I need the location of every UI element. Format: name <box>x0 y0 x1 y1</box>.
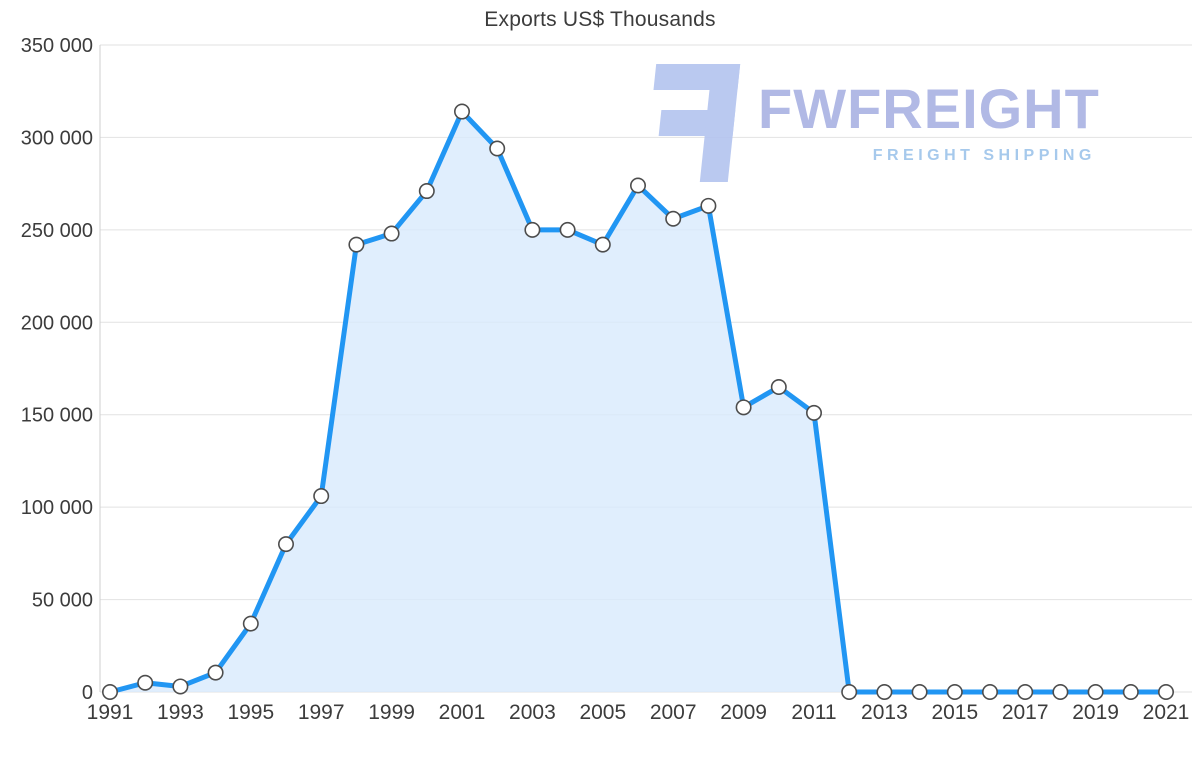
data-point-marker <box>735 399 752 416</box>
data-point-marker <box>911 683 928 700</box>
x-tick-label: 1995 <box>227 701 274 724</box>
x-tick-label: 2017 <box>1002 701 1049 724</box>
x-tick-label: 2019 <box>1072 701 1119 724</box>
data-point-marker <box>946 683 963 700</box>
x-tick-label: 2001 <box>439 701 486 724</box>
x-tick-label: 1999 <box>368 701 415 724</box>
data-point-marker <box>102 683 119 700</box>
data-point-marker <box>418 183 435 200</box>
data-point-marker <box>629 177 646 194</box>
y-tick-label: 350 000 <box>21 35 93 57</box>
data-point-marker <box>665 210 682 227</box>
y-tick-label: 150 000 <box>21 405 93 427</box>
data-point-marker <box>981 683 998 700</box>
data-point-marker <box>524 221 541 238</box>
y-tick-label: 0 <box>82 682 93 704</box>
y-tick-label: 250 000 <box>21 220 93 242</box>
data-point-marker <box>876 683 893 700</box>
data-point-marker <box>453 103 470 120</box>
data-point-marker <box>841 683 858 700</box>
data-point-marker <box>207 664 224 681</box>
data-point-marker <box>1158 683 1175 700</box>
data-point-marker <box>348 236 365 253</box>
data-point-marker <box>1017 683 1034 700</box>
data-point-marker <box>137 674 154 691</box>
chart-area-fill <box>110 111 1166 692</box>
x-tick-label: 2021 <box>1143 701 1190 724</box>
y-tick-label: 300 000 <box>21 127 93 149</box>
data-point-marker <box>277 536 294 553</box>
x-tick-label: 2003 <box>509 701 556 724</box>
x-tick-label: 2005 <box>579 701 626 724</box>
data-point-marker <box>1052 683 1069 700</box>
data-point-marker <box>559 221 576 238</box>
data-point-marker <box>770 378 787 395</box>
data-point-marker <box>805 404 822 421</box>
data-point-marker <box>383 225 400 242</box>
y-tick-label: 100 000 <box>21 497 93 519</box>
y-tick-label: 200 000 <box>21 312 93 334</box>
data-point-marker <box>172 678 189 695</box>
data-point-marker <box>700 197 717 214</box>
x-tick-label: 1991 <box>87 701 134 724</box>
data-point-marker <box>1122 683 1139 700</box>
data-point-marker <box>594 236 611 253</box>
x-tick-label: 2013 <box>861 701 908 724</box>
x-tick-label: 2009 <box>720 701 767 724</box>
data-point-marker <box>242 615 259 632</box>
data-point-marker <box>489 140 506 157</box>
chart-title: Exports US$ Thousands <box>484 8 716 31</box>
y-tick-label: 50 000 <box>32 590 93 612</box>
x-tick-label: 1993 <box>157 701 204 724</box>
x-tick-label: 2011 <box>791 701 836 724</box>
x-tick-label: 1997 <box>298 701 345 724</box>
x-tick-label: 2015 <box>931 701 978 724</box>
x-tick-label: 2007 <box>650 701 697 724</box>
data-point-marker <box>313 488 330 505</box>
data-point-marker <box>1087 683 1104 700</box>
